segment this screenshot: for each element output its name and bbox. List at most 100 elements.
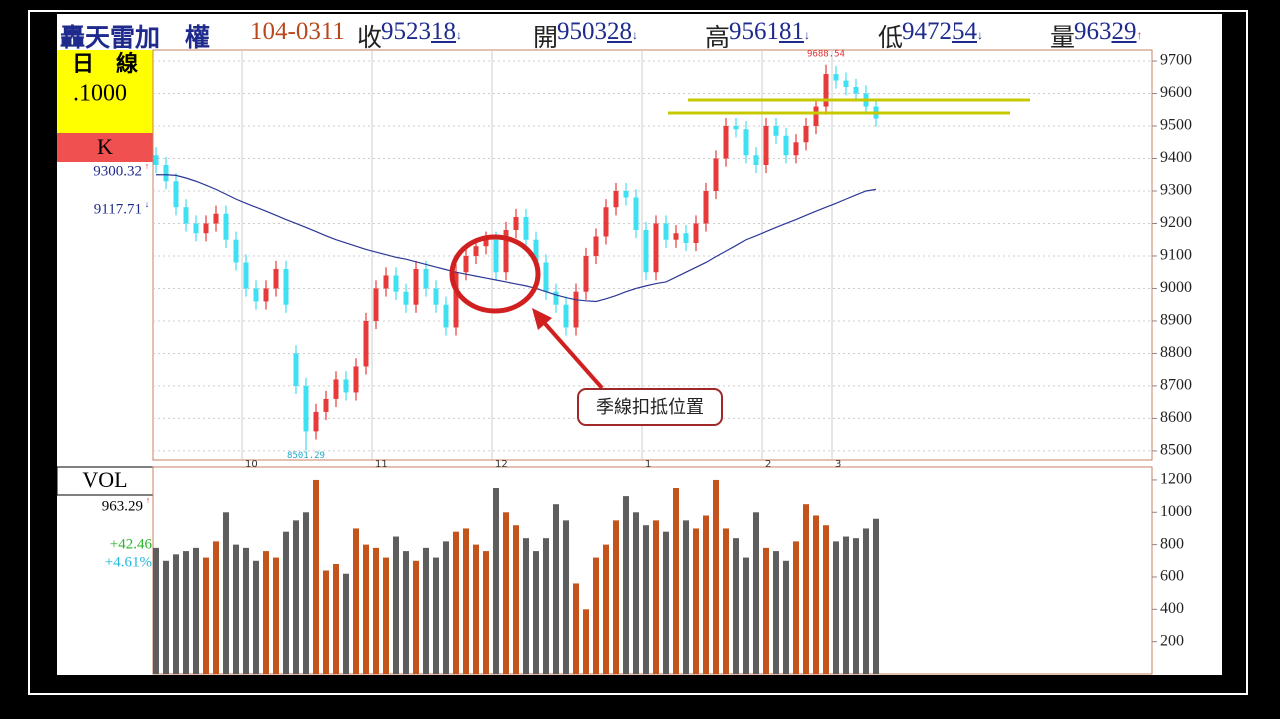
candle-body bbox=[363, 320, 369, 367]
candle-body bbox=[383, 275, 389, 289]
k-box bbox=[57, 133, 153, 162]
y-tick-label: 9300 bbox=[1160, 182, 1192, 199]
candle-body bbox=[733, 126, 739, 130]
paper bbox=[57, 14, 1222, 675]
candle-body bbox=[433, 288, 439, 305]
volume-bar bbox=[253, 560, 259, 674]
candle-body bbox=[313, 411, 319, 432]
candle-body bbox=[153, 155, 159, 166]
volume-bar bbox=[873, 518, 879, 674]
volume-bar bbox=[213, 541, 219, 674]
volume-bar bbox=[703, 515, 709, 674]
volume-bar bbox=[413, 560, 419, 674]
volume-bar bbox=[453, 531, 459, 674]
candle-body bbox=[663, 223, 669, 240]
volume-bar bbox=[263, 551, 269, 674]
volume-bar bbox=[193, 547, 199, 674]
candle-body bbox=[303, 385, 309, 432]
volume-bar bbox=[783, 560, 789, 674]
volume-bar bbox=[533, 551, 539, 674]
header: 轟天雷加 權 104-0311 收 9523 18 ↓ 開 9503 28 ↓ 高 9561 81 ↓… bbox=[57, 14, 1157, 52]
k-value: 9300.32 bbox=[93, 163, 142, 179]
quote-decimal: 18 bbox=[431, 18, 456, 45]
quote-label: 低 bbox=[878, 25, 904, 52]
candle-body bbox=[853, 87, 859, 94]
y-tick-label: 8900 bbox=[1160, 312, 1192, 329]
candle-body bbox=[213, 213, 219, 224]
moving-average bbox=[156, 174, 877, 303]
candle-body bbox=[353, 366, 359, 393]
candle-body bbox=[743, 129, 749, 156]
quote-decimal: 81 bbox=[779, 18, 804, 45]
volume-bar bbox=[673, 488, 679, 674]
candle-body bbox=[753, 155, 759, 166]
y-tick-label: 8800 bbox=[1160, 344, 1192, 361]
vol-change-pct: +4.61% bbox=[105, 554, 152, 570]
candle-body bbox=[453, 272, 459, 328]
candle-body bbox=[683, 233, 689, 243]
quote-label: 高 bbox=[705, 25, 731, 52]
candle-body bbox=[813, 106, 819, 127]
volume-bar bbox=[773, 551, 779, 674]
candle-body bbox=[623, 190, 629, 198]
volume-bar bbox=[573, 583, 579, 674]
volume-bar bbox=[693, 528, 699, 674]
volume-bar bbox=[663, 531, 669, 674]
candle-body bbox=[483, 239, 489, 247]
candle-body bbox=[463, 255, 469, 273]
volume-bar bbox=[683, 520, 689, 674]
volume-bar bbox=[333, 564, 339, 674]
quote-main: 9503 bbox=[557, 18, 607, 45]
candle-body bbox=[393, 275, 399, 292]
candle-body bbox=[523, 216, 529, 240]
price-panel bbox=[152, 49, 1153, 461]
volume-bar bbox=[383, 557, 389, 674]
candle-body bbox=[783, 135, 789, 156]
volume-panel bbox=[152, 466, 1153, 675]
vol-arrow: ↑ bbox=[146, 495, 151, 505]
candle-body bbox=[693, 223, 699, 243]
callout-box bbox=[577, 388, 723, 426]
k-value: 9117.71 bbox=[94, 201, 142, 217]
volume-bar bbox=[713, 479, 719, 674]
candle-body bbox=[563, 304, 569, 328]
x-tick-label: 2 bbox=[765, 459, 771, 470]
volume-bar bbox=[403, 551, 409, 674]
y-tick-label: 9000 bbox=[1160, 279, 1192, 296]
volume-bar bbox=[153, 547, 159, 674]
quote-decimal: 54 bbox=[952, 18, 977, 45]
volume-bar bbox=[393, 536, 399, 674]
candle-body bbox=[633, 197, 639, 230]
candle-body bbox=[793, 142, 799, 156]
k-arrow: ↑ bbox=[145, 161, 150, 171]
x-tick-label: 10 bbox=[245, 459, 258, 470]
volume-bar bbox=[553, 504, 559, 674]
volume-bar bbox=[643, 525, 649, 674]
candle-body bbox=[193, 223, 199, 234]
volume-bar bbox=[183, 551, 189, 674]
volume-bar bbox=[843, 536, 849, 674]
volume-bar bbox=[423, 547, 429, 674]
arrow-head bbox=[532, 308, 552, 330]
candle-body bbox=[343, 379, 349, 393]
candle-body bbox=[673, 233, 679, 240]
k-label: K bbox=[97, 134, 113, 159]
volume-bar bbox=[853, 538, 859, 674]
vol-label: VOL bbox=[82, 467, 127, 492]
candle-body bbox=[553, 291, 559, 305]
y-tick-label: 9700 bbox=[1160, 52, 1192, 69]
volume-bar bbox=[233, 544, 239, 674]
volume-bar bbox=[363, 544, 369, 674]
candle-body bbox=[773, 126, 779, 136]
volume-bar bbox=[353, 528, 359, 674]
quote-decimal: 29 bbox=[1111, 18, 1137, 45]
y-tick-label: 400 bbox=[1160, 600, 1184, 617]
volume-bar bbox=[513, 525, 519, 674]
volume-bar bbox=[833, 541, 839, 674]
volume-bar bbox=[243, 547, 249, 674]
quote-main: 963 bbox=[1074, 18, 1112, 45]
volume-bar bbox=[473, 544, 479, 674]
quote-main: 9561 bbox=[729, 18, 779, 45]
low-label: 8501.29 bbox=[287, 451, 325, 461]
